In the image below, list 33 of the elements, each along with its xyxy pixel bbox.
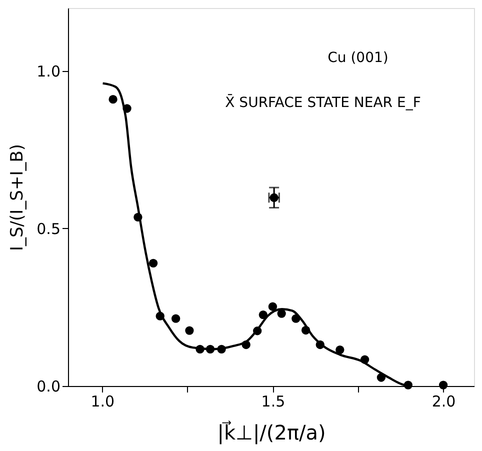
point	[253, 326, 262, 336]
y-tick-label: 0.0	[36, 378, 60, 396]
point	[185, 326, 194, 335]
point	[292, 314, 300, 323]
annotation: X̄ SURFACE STATE NEAR E_F	[225, 93, 421, 111]
point	[336, 345, 344, 354]
y-axis-title: I_S/(I_S+I_B)	[8, 144, 28, 252]
x-tick-label: 1.0	[90, 392, 115, 410]
point	[206, 344, 215, 354]
point	[108, 95, 118, 104]
point	[258, 310, 268, 320]
point	[196, 344, 204, 354]
point	[438, 380, 448, 390]
point	[171, 314, 180, 323]
point	[360, 355, 370, 364]
point	[277, 309, 286, 318]
point	[301, 326, 310, 335]
point	[122, 104, 132, 113]
point	[134, 212, 142, 222]
point	[148, 258, 158, 268]
y-tick-label: 0.5	[36, 220, 60, 238]
annotation: Cu (001)	[328, 50, 388, 66]
point	[242, 340, 250, 350]
point	[156, 312, 164, 320]
y-tick-label: 1.0	[36, 62, 60, 80]
x-axis-title: |k⃗⊥|/(2π/a)	[217, 420, 326, 444]
point	[268, 302, 278, 311]
x-tick-label: 2.0	[432, 392, 456, 410]
x-tick-label: 1.5	[261, 392, 286, 410]
point	[404, 380, 412, 390]
point	[316, 340, 324, 350]
point	[376, 373, 386, 382]
point	[217, 344, 226, 354]
